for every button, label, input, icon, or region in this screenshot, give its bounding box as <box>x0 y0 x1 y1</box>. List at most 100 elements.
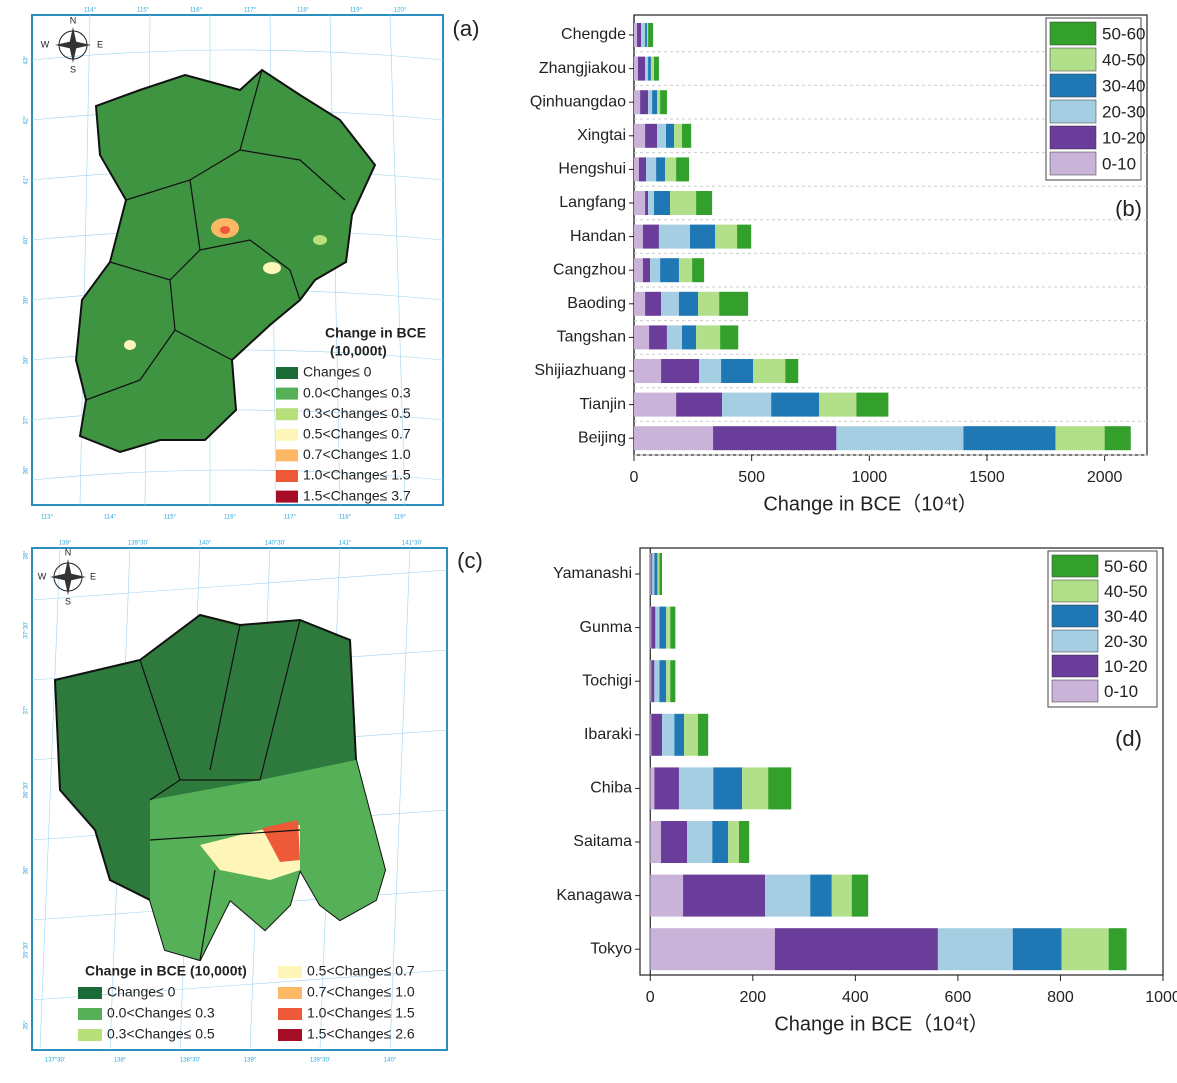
bar-segment <box>678 258 693 283</box>
x-tick-label: 400 <box>842 989 869 1006</box>
bar-segment <box>661 821 688 863</box>
longitude-label: 117° <box>284 515 297 521</box>
compass-letter: N <box>65 547 72 557</box>
latitude-label: 37° <box>24 415 30 425</box>
latitude-label: 38° <box>24 355 30 365</box>
longitude-label: 141° <box>339 541 352 547</box>
legend-label: 10-20 <box>1102 128 1145 147</box>
legend-label: 0.5<Change≤ 0.7 <box>303 426 411 442</box>
legend-swatch <box>1049 47 1097 72</box>
bar-segment <box>670 660 676 703</box>
legend-swatch <box>278 1029 302 1041</box>
legend-swatch <box>276 470 298 482</box>
category-label: Cangzhou <box>553 261 626 278</box>
x-tick-label: 0 <box>630 469 639 486</box>
legend-swatch <box>276 449 298 462</box>
bar-segment <box>649 325 667 350</box>
bar-segment <box>652 553 655 595</box>
x-tick-label: 800 <box>1047 989 1074 1006</box>
legend-swatch <box>276 490 298 503</box>
latitude-label: 40° <box>24 235 30 245</box>
bar-segment <box>765 874 811 917</box>
legend-swatch <box>278 987 302 999</box>
latitude-label: 36° <box>24 865 30 875</box>
longitude-label: 119° <box>394 515 407 521</box>
bar-segment <box>1061 928 1109 971</box>
longitude-label: 114° <box>104 515 117 521</box>
bar-segment <box>650 713 652 756</box>
category-label: Qinhuangdao <box>530 93 626 110</box>
longitude-label: 115° <box>137 8 150 14</box>
category-label: Beijing <box>578 429 626 446</box>
legend-swatch <box>278 1008 302 1020</box>
bar-segment <box>738 821 750 863</box>
latitude-label: 41° <box>24 175 30 185</box>
bar-segment <box>659 606 667 649</box>
bar-segment <box>721 359 754 383</box>
bar-segment <box>651 713 663 756</box>
category-label: Chengde <box>561 26 626 43</box>
category-label: Baoding <box>567 295 626 312</box>
bar-segment <box>712 821 729 863</box>
bar-segment <box>674 713 685 756</box>
category-label: Yamanashi <box>553 565 632 582</box>
bar-segment <box>1012 928 1062 971</box>
bar-segment <box>638 56 646 81</box>
bar-segment <box>654 767 679 810</box>
bar-segment <box>634 23 638 47</box>
category-label: Tianjin <box>579 396 626 413</box>
legend-swatch <box>1051 554 1099 578</box>
legend-swatch <box>1049 125 1097 150</box>
bar-segment <box>1104 426 1131 451</box>
category-label: Kanagawa <box>556 887 632 904</box>
bar-segment <box>698 291 720 316</box>
bar-segment <box>646 23 649 47</box>
bar-segment <box>650 660 652 703</box>
bar-segment <box>666 123 675 148</box>
bar-segment <box>645 123 658 148</box>
legend-label: Change≤ 0 <box>107 984 176 1000</box>
category-label: Handan <box>570 228 626 245</box>
compass-letter: S <box>65 596 71 606</box>
longitude-label: 117° <box>244 8 257 14</box>
longitude-label: 138°30' <box>180 1058 200 1064</box>
bar-segment <box>687 821 713 863</box>
bar-segment <box>634 191 646 215</box>
legend-swatch <box>1049 99 1097 124</box>
bar-segment <box>645 291 662 316</box>
bar-segment <box>666 325 683 350</box>
legend-swatch <box>276 387 298 400</box>
bar-segment <box>831 874 852 917</box>
latitude-label: 35° <box>24 1020 30 1030</box>
bar-segment <box>713 767 743 810</box>
latitude-label: 36°30' <box>24 782 30 799</box>
bar-segment <box>836 426 964 451</box>
admin-boundaries <box>139 619 301 961</box>
bar-segment <box>634 426 714 451</box>
x-tick-label: 2000 <box>1087 469 1123 486</box>
legend-label: 0.7<Change≤ 1.0 <box>307 984 415 1000</box>
bar-segment <box>650 258 661 283</box>
legend-swatch <box>78 987 102 999</box>
map-a: (a) N S E W 114° 115° 116° 117° 118° 119° 120° 113° 1… <box>24 8 480 521</box>
legend-label: 30-40 <box>1102 76 1145 95</box>
bar-segment <box>662 713 675 756</box>
bar-segment <box>634 258 643 283</box>
legend-label: 0.3<Change≤ 0.5 <box>107 1026 215 1042</box>
legend-swatch <box>1051 654 1099 678</box>
map-texts: (c) N S E W 139° 139°30' 140° 140°30' 141° 141°30'… <box>24 541 483 1064</box>
bar-segment <box>655 606 660 649</box>
latitude-label: 39° <box>24 295 30 305</box>
legend-swatch <box>278 966 302 978</box>
bar-segment <box>720 325 739 350</box>
bar-segment <box>785 359 799 383</box>
legend-swatch <box>1051 604 1099 628</box>
legend-swatch <box>276 367 298 379</box>
longitude-label: 140° <box>199 541 212 547</box>
category-label: Zhangjiakou <box>539 60 626 77</box>
bar-segment <box>690 224 716 249</box>
legend-swatch <box>1049 73 1097 98</box>
bar-segment <box>634 392 677 417</box>
